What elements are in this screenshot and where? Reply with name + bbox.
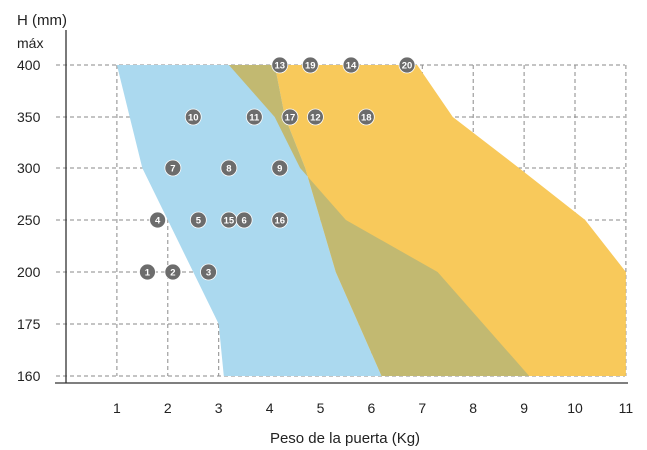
x-tick-3: 3 [215, 400, 223, 416]
marker-7-label: 7 [170, 163, 175, 174]
area-olive [228, 65, 530, 376]
marker-17-label: 17 [285, 112, 296, 123]
marker-4-label: 4 [155, 215, 161, 226]
y-tick-175: 175 [17, 316, 41, 332]
marker-5-dot [189, 211, 207, 229]
marker-3-label: 3 [206, 267, 211, 278]
marker-8-label: 8 [226, 163, 231, 174]
x-tick-4: 4 [266, 400, 274, 416]
marker-13-dot [271, 56, 289, 74]
marker-2-dot [164, 263, 182, 281]
marker-1-dot [139, 263, 156, 281]
y-tick-300: 300 [17, 160, 41, 176]
marker-12-dot [307, 108, 324, 126]
y-tick-200: 200 [17, 264, 41, 280]
x-tick-2: 2 [164, 400, 172, 416]
marker-16-label: 16 [274, 215, 285, 226]
marker-15-label: 15 [224, 215, 235, 226]
marker-20-dot [398, 56, 416, 74]
marker-3-dot [200, 263, 217, 281]
marker-2-label: 2 [170, 267, 175, 278]
marker-10-label: 10 [188, 112, 199, 123]
marker-8-dot [220, 159, 238, 177]
x-tick-10: 10 [567, 400, 583, 416]
x-tick-11: 11 [619, 400, 634, 416]
marker-19-label: 19 [305, 60, 316, 71]
x-tick-9: 9 [520, 400, 528, 416]
marker-18-label: 18 [361, 112, 372, 123]
marker-17-dot [281, 108, 299, 126]
area-yellow [193, 65, 626, 376]
y-tick-350: 350 [17, 109, 41, 125]
marker-14-label: 14 [346, 60, 357, 71]
marker-10-dot [184, 108, 202, 126]
marker-1-label: 1 [145, 267, 151, 278]
x-tick-1: 1 [113, 400, 121, 416]
marker-6-dot [235, 211, 253, 229]
x-tick-6: 6 [368, 400, 376, 416]
y-axis-title: H (mm) [17, 12, 67, 29]
marker-13-label: 13 [274, 60, 285, 71]
y-axis-subtitle: máx [17, 35, 43, 51]
marker-6-label: 6 [242, 215, 247, 226]
marker-9-dot [271, 159, 289, 177]
marker-11-label: 11 [249, 112, 260, 123]
axes [55, 30, 628, 384]
x-axis-title: Peso de la puerta (Kg) [270, 430, 420, 447]
marker-19-dot [301, 56, 319, 74]
marker-4-dot [149, 211, 167, 229]
y-tick-400: 400 [17, 57, 41, 73]
marker-11-dot [245, 108, 263, 126]
y-tick-160: 160 [17, 368, 41, 384]
marker-16-dot [271, 211, 289, 229]
marker-5-label: 5 [196, 215, 202, 226]
x-tick-5: 5 [317, 400, 325, 416]
marker-18-dot [357, 108, 375, 126]
x-tick-7: 7 [418, 400, 426, 416]
marker-20-label: 20 [402, 60, 413, 71]
y-tick-250: 250 [17, 212, 41, 228]
marker-7-dot [164, 159, 182, 177]
marker-12-label: 12 [310, 112, 321, 123]
marker-14-dot [342, 56, 360, 74]
marker-9-label: 9 [277, 163, 282, 174]
x-tick-8: 8 [469, 400, 477, 416]
